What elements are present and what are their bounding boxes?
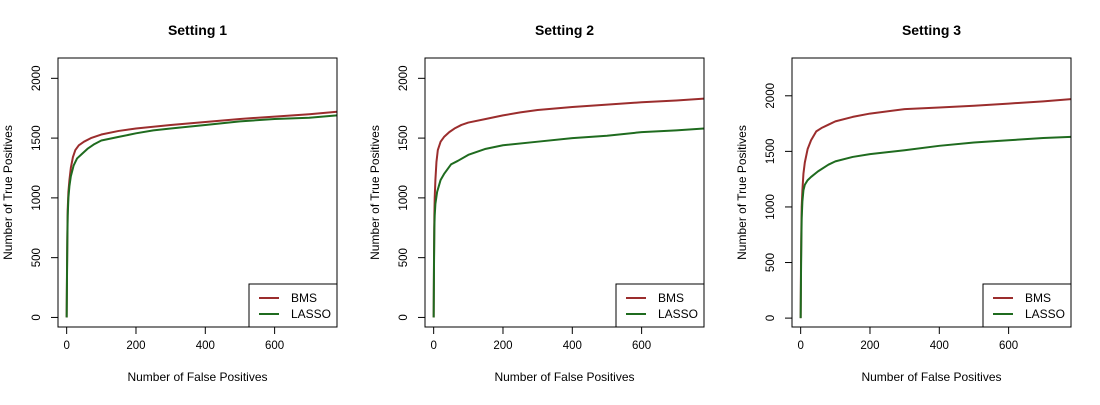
y-tick-label: 1500 — [765, 139, 777, 165]
legend-box — [982, 283, 1072, 328]
y-tick-label: 2000 — [31, 66, 43, 92]
series-line-lasso — [799, 135, 1071, 319]
chart-panel-setting-1: Setting 1 0 200 400 600 0 500 1000 1500 2000 Numbe… — [1, 22, 338, 384]
x-tick-label: 200 — [126, 340, 145, 352]
series-line-lasso — [432, 127, 704, 318]
x-axis-label: Number of False Positives — [127, 370, 267, 384]
x-axis-label: Number of False Positives — [861, 370, 1001, 384]
chart-title: Setting 2 — [535, 22, 594, 38]
legend-label-bms: BMS — [1025, 291, 1051, 305]
y-axis-label: Number of True Positives — [368, 125, 382, 260]
y-tick-label: 1000 — [765, 194, 777, 220]
legend-label-lasso: LASSO — [291, 307, 331, 321]
x-tick-label: 400 — [563, 340, 582, 352]
y-axis-label: Number of True Positives — [735, 125, 749, 260]
chart-panel-setting-3: Setting 3 0 200 400 600 0 500 1000 1500 2000 Numbe… — [735, 22, 1072, 384]
series-line-bms — [432, 97, 704, 318]
y-tick-label: 0 — [765, 315, 777, 321]
x-tick-label: 600 — [632, 340, 651, 352]
y-tick-label: 500 — [398, 248, 410, 267]
x-tick-label: 600 — [265, 340, 284, 352]
legend: BMS LASSO — [615, 283, 705, 328]
legend-box — [615, 283, 705, 328]
x-tick-label: 200 — [860, 340, 879, 352]
legend-label-bms: BMS — [658, 291, 684, 305]
y-tick-label: 500 — [765, 253, 777, 272]
legend: BMS LASSO — [982, 283, 1072, 328]
y-tick-label: 0 — [31, 314, 43, 320]
y-tick-label: 1000 — [398, 185, 410, 211]
y-tick-label: 1000 — [31, 185, 43, 211]
x-tick-label: 400 — [196, 340, 215, 352]
legend-label-bms: BMS — [291, 291, 317, 305]
y-tick-label: 500 — [31, 248, 43, 267]
chart-title: Setting 1 — [168, 22, 227, 38]
chart-panel-setting-2: Setting 2 0 200 400 600 0 500 1000 1500 2000 Numbe… — [368, 22, 705, 384]
y-tick-label: 2000 — [398, 66, 410, 92]
x-tick-label: 400 — [930, 340, 949, 352]
x-axis-label: Number of False Positives — [494, 370, 634, 384]
y-tick-label: 2000 — [765, 83, 777, 109]
chart-title: Setting 3 — [902, 22, 961, 38]
x-tick-label: 0 — [63, 340, 69, 352]
y-tick-label: 0 — [398, 314, 410, 320]
legend-label-lasso: LASSO — [1025, 307, 1065, 321]
x-tick-label: 600 — [999, 340, 1018, 352]
x-tick-label: 0 — [430, 340, 436, 352]
y-tick-label: 1500 — [398, 125, 410, 151]
x-tick-label: 0 — [797, 340, 803, 352]
y-tick-label: 1500 — [31, 125, 43, 151]
legend-box — [248, 283, 338, 328]
x-tick-label: 200 — [493, 340, 512, 352]
legend-label-lasso: LASSO — [658, 307, 698, 321]
y-axis-label: Number of True Positives — [1, 125, 15, 260]
series-line-lasso — [65, 114, 337, 318]
legend: BMS LASSO — [248, 283, 338, 328]
